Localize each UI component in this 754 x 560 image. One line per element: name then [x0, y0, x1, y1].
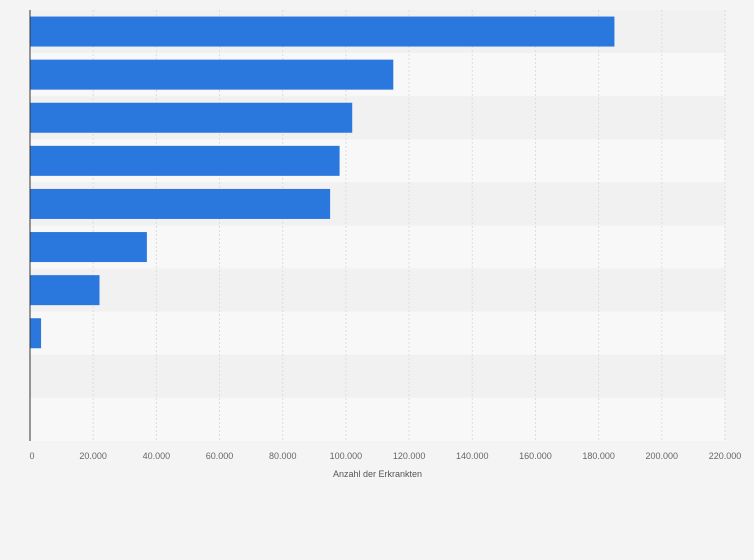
x-tick-labels: 0 20.000 40.000 60.000 80.000 100.000 120.000 1…	[29, 451, 741, 461]
x-tick-label: 180.000	[582, 451, 615, 461]
bar	[30, 188, 331, 219]
x-tick-label: 80.000	[269, 451, 297, 461]
x-tick-label: 140.000	[456, 451, 489, 461]
bar	[30, 102, 353, 133]
bar	[30, 232, 147, 263]
x-tick-label: 20.000	[79, 451, 107, 461]
row-band	[30, 397, 725, 441]
x-tick-label: 100.000	[330, 451, 363, 461]
x-tick-label: 120.000	[393, 451, 426, 461]
x-axis-title: Anzahl der Erkrankten	[333, 469, 422, 479]
x-tick-label: 220.000	[709, 451, 742, 461]
row-band	[30, 354, 725, 398]
x-tick-label: 40.000	[143, 451, 171, 461]
x-tick-label: 0	[29, 451, 34, 461]
row-band	[30, 311, 725, 355]
bar	[30, 59, 394, 90]
bar	[30, 318, 42, 349]
bars	[30, 16, 615, 349]
bar	[30, 16, 615, 47]
x-tick-label: 200.000	[646, 451, 679, 461]
row-band	[30, 268, 725, 312]
bar	[30, 145, 340, 176]
bar	[30, 275, 100, 306]
x-tick-label: 60.000	[206, 451, 234, 461]
x-tick-label: 160.000	[519, 451, 552, 461]
